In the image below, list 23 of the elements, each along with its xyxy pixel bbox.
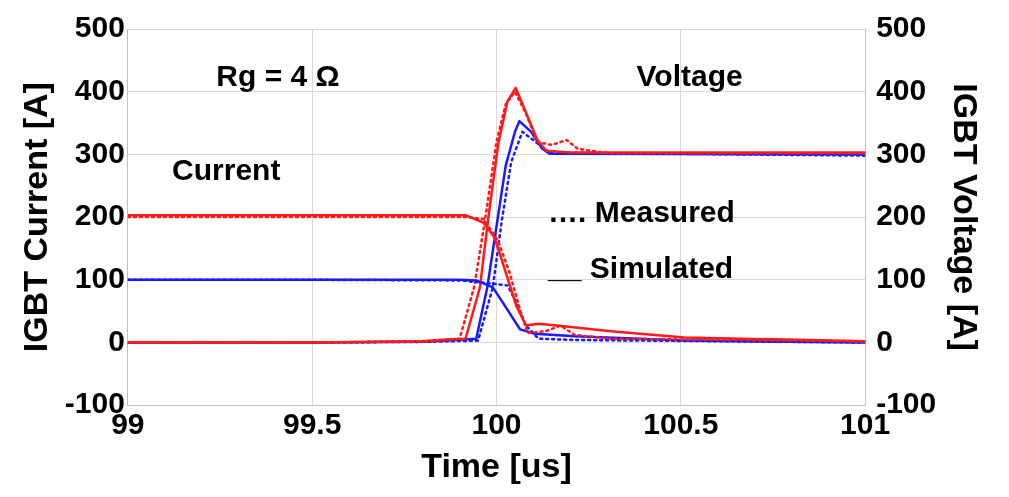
y-tick-label: 200 xyxy=(74,198,125,232)
y-tick-label: 100 xyxy=(74,261,125,295)
y2-tick-label: 100 xyxy=(876,261,927,295)
annotation: __ Simulated xyxy=(547,251,734,285)
y2-axis-title: IGBT Voltage [A] xyxy=(947,83,986,351)
y-axis-title: IGBT Current [A] xyxy=(15,82,54,353)
y2-tick-label: 200 xyxy=(876,198,927,232)
y2-tick-label: 400 xyxy=(876,72,927,106)
annotation: Current xyxy=(172,153,281,187)
x-tick-label: 100 xyxy=(471,407,522,441)
x-tick-label: 100.5 xyxy=(643,407,719,441)
y2-tick-label: 0 xyxy=(876,323,893,357)
x-axis-title: Time [us] xyxy=(421,445,572,484)
annotation: Rg = 4 Ω xyxy=(216,59,340,93)
x-tick-label: 99.5 xyxy=(282,407,342,441)
y-tick-label: 300 xyxy=(74,135,125,169)
annotation: …. Measured xyxy=(548,194,735,228)
y-tick-label: 0 xyxy=(108,323,125,357)
y-tick-label: 500 xyxy=(74,10,125,44)
annotation: Voltage xyxy=(636,59,743,93)
y2-tick-label: 300 xyxy=(876,135,927,169)
y-tick-label: 400 xyxy=(74,72,125,106)
y2-tick-label: 500 xyxy=(876,10,927,44)
